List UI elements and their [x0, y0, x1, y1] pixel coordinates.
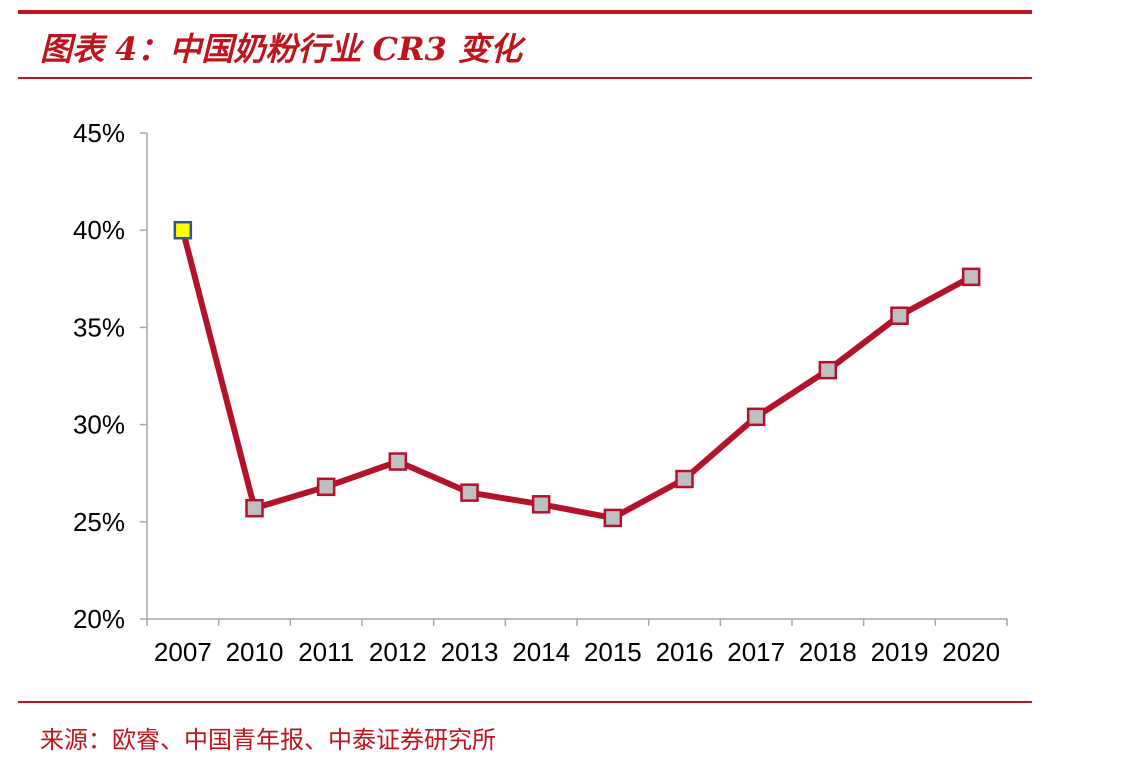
- data-point-2007: [173, 220, 193, 240]
- y-tick-label: 20%: [73, 604, 125, 634]
- x-tick-label: 2007: [154, 637, 212, 667]
- y-tick-label: 35%: [73, 312, 125, 342]
- data-point-2012: [388, 452, 408, 471]
- data-point-2016: [675, 469, 694, 489]
- data-point-2017: [746, 407, 766, 427]
- x-tick-label: 2012: [369, 637, 427, 667]
- data-point-2011: [316, 477, 336, 497]
- y-tick-label: 25%: [73, 507, 125, 537]
- line-chart: 20%25%30%35%40%45% 2007 2010 2011 2012 2013 2…: [73, 118, 1008, 667]
- data-point-2019: [890, 306, 909, 325]
- data-point-2020: [961, 267, 981, 287]
- x-tick-label: 2015: [584, 637, 642, 667]
- chart-title: 图表 4：中国奶粉行业 CR3 变化: [40, 30, 523, 68]
- title-rule: [18, 77, 1032, 79]
- series-line: [179, 227, 975, 521]
- x-tick-label: 2020: [942, 637, 1000, 667]
- footer-rule: [18, 701, 1032, 703]
- x-tick-label: 2010: [226, 637, 284, 667]
- series-cr3: [179, 227, 975, 521]
- data-point-2013: [460, 483, 479, 502]
- data-point-2010: [245, 498, 264, 518]
- x-tick-label: 2017: [727, 637, 785, 667]
- x-axis: 2007 2010 2011 2012 2013 2014 2015 2016 2017 2018…: [146, 618, 1008, 667]
- x-tick-label: 2019: [871, 637, 929, 667]
- x-tick-label: 2018: [799, 637, 857, 667]
- data-point-2018: [818, 360, 838, 380]
- y-tick-label: 45%: [73, 118, 125, 148]
- data-point-2015: [603, 508, 623, 528]
- data-point-2014: [531, 495, 551, 514]
- top-rule: [18, 10, 1032, 14]
- data-markers: [173, 220, 981, 528]
- x-tick-label: 2013: [441, 637, 499, 667]
- x-tick-label: 2016: [656, 637, 714, 667]
- y-tick-label: 40%: [73, 215, 125, 245]
- y-axis: 20% 25% 30% 35% 40% 45%: [73, 118, 148, 634]
- source-note: 来源：欧睿、中国青年报、中泰证券研究所: [40, 726, 496, 754]
- x-tick-label: 2014: [512, 637, 570, 667]
- x-tick-label: 2011: [298, 637, 354, 667]
- y-tick-label: 30%: [73, 410, 125, 440]
